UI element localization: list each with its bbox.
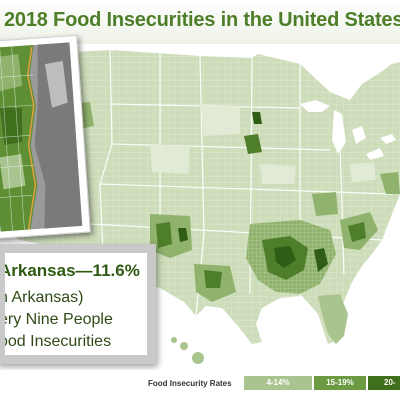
callout-line-2: n Arkansas) (0, 289, 84, 306)
callout-line-3: ery Nine People (0, 311, 113, 328)
callout-line-4: ood Insecurities (0, 333, 112, 350)
arkansas-callout-box: Arkansas—11.6% n Arkansas) ery Nine Peop… (0, 244, 156, 364)
legend-swatch-high: 20- (368, 376, 400, 390)
florida (318, 294, 348, 344)
legend-swatch-low: 4-14% (244, 376, 312, 390)
arkansas-inset-map (0, 42, 83, 232)
legend-swatch-medium: 15-19% (314, 376, 366, 390)
great-lakes (300, 100, 396, 160)
map-title: 2018 Food Insecurities in the United Sta… (4, 9, 400, 31)
low-rate-counties (150, 104, 376, 184)
arkansas-inset-card (0, 34, 91, 240)
legend-title: Food Insecurity Rates (148, 379, 232, 388)
hawaii (171, 337, 204, 364)
map-legend: Food Insecurity Rates 4-14% 15-19% 20- (0, 370, 400, 400)
callout-headline: Arkansas—11.6% (0, 261, 140, 280)
